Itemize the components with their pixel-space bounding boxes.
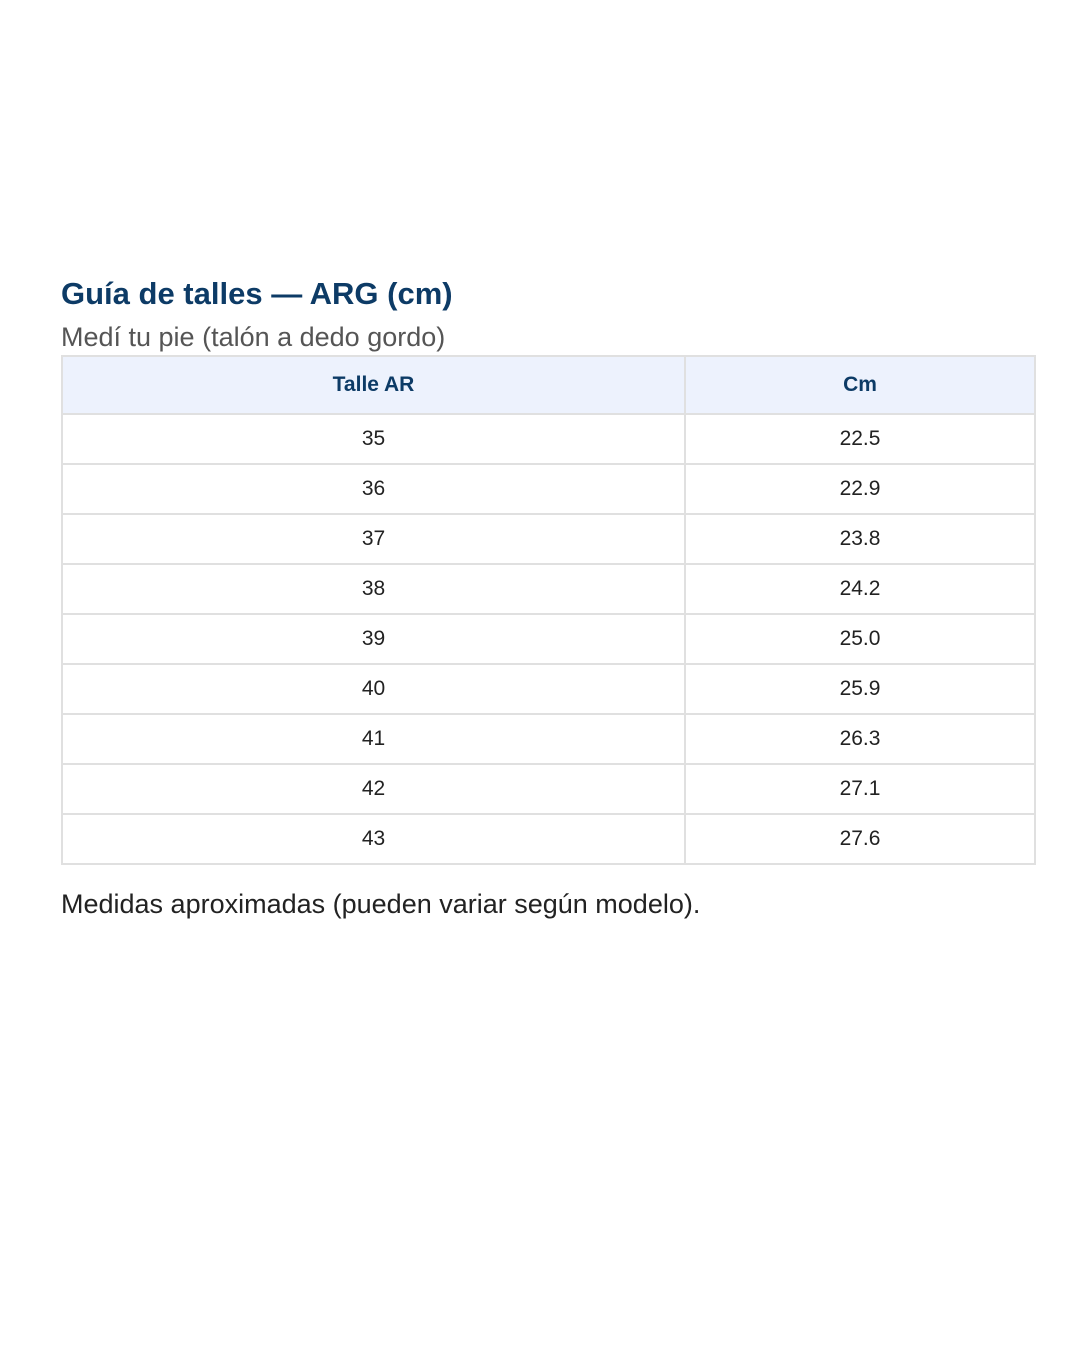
table-row: 43 27.6 (61, 813, 1036, 865)
cm-cell: 22.5 (684, 413, 1036, 465)
table-row: 40 25.9 (61, 663, 1036, 715)
cm-cell: 27.1 (684, 763, 1036, 815)
cm-cell: 23.8 (684, 513, 1036, 565)
table-row: 36 22.9 (61, 463, 1036, 515)
table-row: 38 24.2 (61, 563, 1036, 615)
table-header-row: Talle AR Cm (61, 355, 1036, 415)
size-table: Talle AR Cm 35 22.5 36 22.9 37 23.8 38 24.2 39 25… (61, 355, 1036, 865)
cm-cell: 26.3 (684, 713, 1036, 765)
size-cell: 39 (61, 613, 686, 665)
cm-cell: 27.6 (684, 813, 1036, 865)
size-cell: 37 (61, 513, 686, 565)
table-row: 42 27.1 (61, 763, 1036, 815)
size-cell: 38 (61, 563, 686, 615)
page-subtitle: Medí tu pie (talón a dedo gordo) (61, 322, 446, 352)
table-row: 35 22.5 (61, 413, 1036, 465)
size-cell: 35 (61, 413, 686, 465)
column-header-size-ar: Talle AR (61, 355, 686, 415)
table-row: 37 23.8 (61, 513, 1036, 565)
size-cell: 41 (61, 713, 686, 765)
cm-cell: 24.2 (684, 563, 1036, 615)
size-cell: 42 (61, 763, 686, 815)
cm-cell: 25.0 (684, 613, 1036, 665)
page-title: Guía de talles — ARG (cm) (61, 276, 453, 311)
size-cell: 36 (61, 463, 686, 515)
column-header-cm: Cm (684, 355, 1036, 415)
size-cell: 40 (61, 663, 686, 715)
size-cell: 43 (61, 813, 686, 865)
footnote: Medidas aproximadas (pueden variar según… (61, 889, 701, 919)
cm-cell: 22.9 (684, 463, 1036, 515)
cm-cell: 25.9 (684, 663, 1036, 715)
table-row: 39 25.0 (61, 613, 1036, 665)
table-row: 41 26.3 (61, 713, 1036, 765)
